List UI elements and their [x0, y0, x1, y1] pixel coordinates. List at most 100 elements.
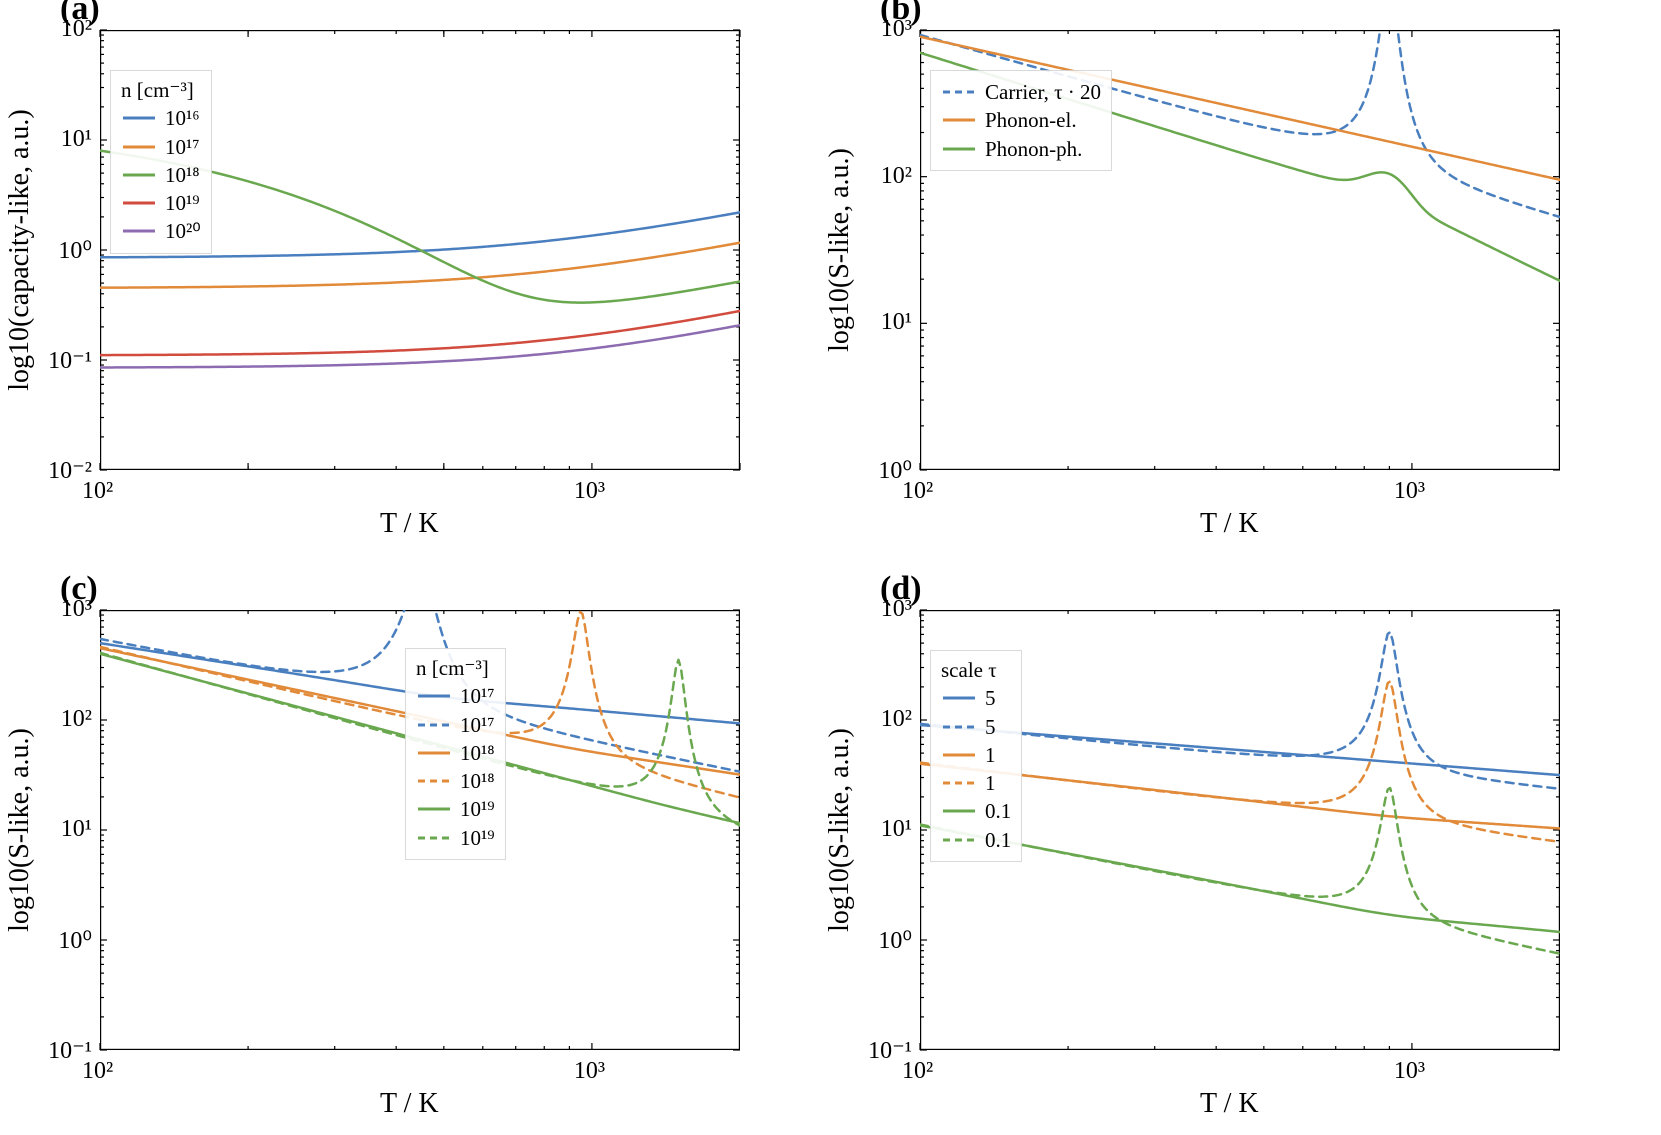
legend-label: Carrier, τ · 20	[985, 79, 1101, 105]
legend-swatch-icon	[121, 196, 157, 210]
panel-a: 10²10³10⁻²10⁻¹10⁰10¹10²T / Klog10(capaci…	[100, 30, 740, 470]
legend-swatch-icon	[416, 802, 452, 816]
series-n1e19	[100, 311, 740, 355]
legend-entry: 10¹⁷	[121, 134, 201, 160]
panel-d-legend: scale τ55110.10.1	[930, 650, 1022, 862]
legend-label: 10¹⁹	[165, 190, 200, 216]
panel-c-ytick: 10²	[42, 706, 92, 733]
legend-swatch-icon	[121, 140, 157, 154]
panel-c-ytick: 10⁰	[42, 926, 92, 955]
panel-b-xtick: 10³	[1394, 478, 1425, 505]
panel-c-legend: n [cm⁻³]10¹⁷10¹⁷10¹⁸10¹⁸10¹⁹10¹⁹	[405, 648, 506, 860]
panel-a-legend: n [cm⁻³]10¹⁶10¹⁷10¹⁸10¹⁹10²⁰	[110, 70, 212, 254]
legend-label: 0.1	[985, 798, 1011, 824]
legend-swatch-icon	[121, 168, 157, 182]
legend-label: 10¹⁷	[460, 683, 495, 709]
legend-label: 10¹⁶	[165, 105, 200, 131]
legend-swatch-icon	[941, 142, 977, 156]
legend-entry: 10²⁰	[121, 218, 201, 244]
panel-b-ytick: 10¹	[862, 309, 912, 336]
panel-b-ytick: 10²	[862, 163, 912, 190]
legend-swatch-icon	[416, 718, 452, 732]
legend-label: 10¹⁸	[460, 740, 495, 766]
legend-swatch-icon	[941, 804, 977, 818]
panel-d-ytick: 10¹	[862, 816, 912, 843]
legend-label: 10²⁰	[165, 218, 201, 244]
panel-c-ytick: 10⁻¹	[42, 1036, 92, 1065]
panel-d-ytick: 10⁰	[862, 926, 912, 955]
panel-d-xlabel: T / K	[1200, 1088, 1259, 1120]
panel-a-xtick: 10³	[574, 478, 605, 505]
panel-d: 10²10³10⁻¹10⁰10¹10²10³T / Klog10(S-like,…	[920, 610, 1560, 1050]
legend-label: 10¹⁷	[165, 134, 200, 160]
panel-b-legend: Carrier, τ · 20Phonon-el. Phonon-ph.	[930, 70, 1112, 171]
panel-a-ylabel: log10(capacity-like, a.u.)	[4, 109, 36, 390]
panel-b-xlabel: T / K	[1200, 508, 1259, 540]
panel-d-ylabel: log10(S-like, a.u.)	[824, 728, 856, 932]
panel-d-ytick: 10²	[862, 706, 912, 733]
panel-d-letter: (d)	[880, 570, 922, 608]
series-n1e20	[100, 325, 740, 367]
legend-entry: 1	[941, 742, 1011, 768]
legend-swatch-icon	[121, 111, 157, 125]
panel-b: 10²10³10⁰10¹10²10³T / Klog10(S-like, a.u…	[920, 30, 1560, 470]
legend-swatch-icon	[416, 746, 452, 760]
panel-a-ytick: 10⁻¹	[42, 346, 92, 375]
legend-swatch-icon	[416, 831, 452, 845]
legend-label: 5	[985, 685, 996, 711]
legend-swatch-icon	[941, 85, 977, 99]
legend-swatch-icon	[941, 720, 977, 734]
legend-entry: Phonon-el.	[941, 107, 1101, 133]
panel-c: 10²10³10⁻¹10⁰10¹10²10³T / Klog10(S-like,…	[100, 610, 740, 1050]
legend-label: Phonon-el.	[985, 107, 1077, 133]
legend-title: n [cm⁻³]	[416, 655, 495, 681]
legend-label: 10¹⁸	[460, 768, 495, 794]
legend-entry: 10¹⁷	[416, 712, 495, 738]
figure-root: 10² 10³ 10⁻² 10⁻¹ 10⁰ 10¹ 10² T / K log10(capaci…	[0, 0, 1661, 1135]
panel-a-ytick: 10¹	[42, 126, 92, 153]
legend-label: 1	[985, 742, 996, 768]
legend-swatch-icon	[121, 224, 157, 238]
legend-title: scale τ	[941, 657, 1011, 683]
legend-entry: Phonon-ph.	[941, 136, 1101, 162]
panel-a-letter: (a)	[60, 0, 100, 28]
panel-a-ytick: 10⁰	[42, 236, 92, 265]
legend-label: 10¹⁹	[460, 825, 495, 851]
legend-title: n [cm⁻³]	[121, 77, 201, 103]
legend-entry: Carrier, τ · 20	[941, 79, 1101, 105]
panel-d-ytick: 10⁻¹	[862, 1036, 912, 1065]
legend-entry: 10¹⁸	[416, 740, 495, 766]
panel-c-ylabel: log10(S-like, a.u.)	[4, 728, 36, 932]
panel-c-xtick: 10³	[574, 1058, 605, 1085]
legend-swatch-icon	[941, 833, 977, 847]
legend-entry: 0.1	[941, 827, 1011, 853]
legend-entry: 1	[941, 770, 1011, 796]
panel-a-ytick: 10⁻²	[42, 456, 92, 485]
legend-swatch-icon	[941, 776, 977, 790]
panel-d-xtick: 10³	[1394, 1058, 1425, 1085]
legend-entry: 0.1	[941, 798, 1011, 824]
legend-entry: 10¹⁹	[416, 796, 495, 822]
panel-a-xlabel: T / K	[380, 508, 439, 540]
legend-label: Phonon-ph.	[985, 136, 1082, 162]
legend-entry: 10¹⁶	[121, 105, 201, 131]
legend-swatch-icon	[941, 691, 977, 705]
legend-entry: 10¹⁹	[416, 825, 495, 851]
panel-c-ytick: 10¹	[42, 816, 92, 843]
panel-c-letter: (c)	[60, 570, 98, 608]
panel-c-xlabel: T / K	[380, 1088, 439, 1120]
legend-entry: 10¹⁷	[416, 683, 495, 709]
panel-b-ylabel: log10(S-like, a.u.)	[824, 148, 856, 352]
legend-swatch-icon	[941, 113, 977, 127]
legend-label: 1	[985, 770, 996, 796]
legend-entry: 10¹⁹	[121, 190, 201, 216]
legend-label: 0.1	[985, 827, 1011, 853]
legend-label: 10¹⁹	[460, 796, 495, 822]
legend-swatch-icon	[941, 748, 977, 762]
panel-b-letter: (b)	[880, 0, 922, 28]
legend-entry: 5	[941, 714, 1011, 740]
legend-swatch-icon	[416, 689, 452, 703]
legend-entry: 5	[941, 685, 1011, 711]
legend-label: 5	[985, 714, 996, 740]
legend-entry: 10¹⁸	[416, 768, 495, 794]
